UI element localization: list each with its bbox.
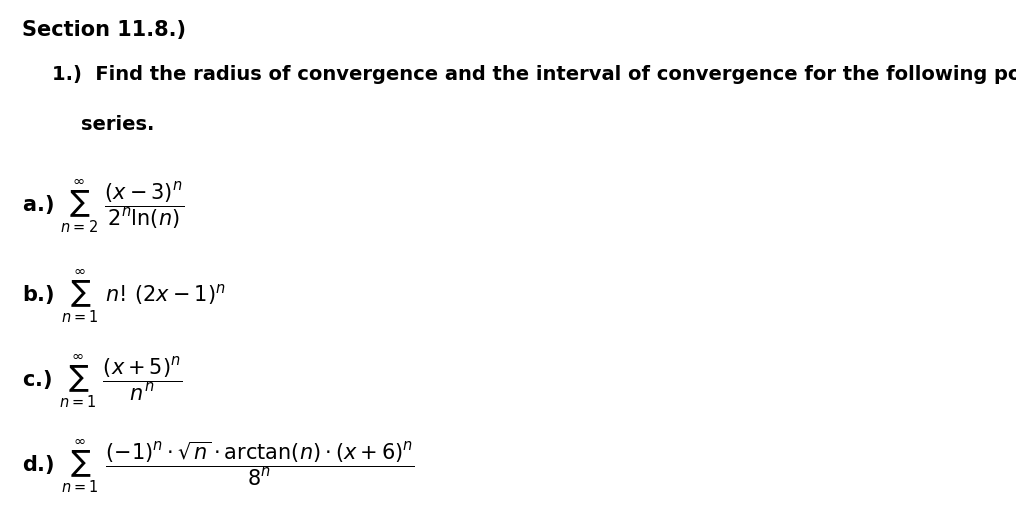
Text: 1.)  Find the radius of convergence and the interval of convergence for the foll: 1.) Find the radius of convergence and t… [52,65,1016,84]
Text: c.) $\sum_{n=1}^{\infty}$ $\dfrac{(x+5)^n}{n^n}$: c.) $\sum_{n=1}^{\infty}$ $\dfrac{(x+5)^… [22,353,183,410]
Text: b.) $\sum_{n=1}^{\infty}$ $n! \,(2x - 1)^n$: b.) $\sum_{n=1}^{\infty}$ $n! \,(2x - 1)… [22,268,226,325]
Text: Section 11.8.): Section 11.8.) [22,20,186,40]
Text: a.) $\sum_{n=2}^{\infty}$ $\dfrac{(x-3)^n}{2^n \ln(n)}$: a.) $\sum_{n=2}^{\infty}$ $\dfrac{(x-3)^… [22,178,184,235]
Text: d.) $\sum_{n=1}^{\infty}$ $\dfrac{(-1)^n \cdot \sqrt{n} \cdot \arctan(n) \cdot (: d.) $\sum_{n=1}^{\infty}$ $\dfrac{(-1)^n… [22,438,415,495]
Text: series.: series. [81,115,154,134]
